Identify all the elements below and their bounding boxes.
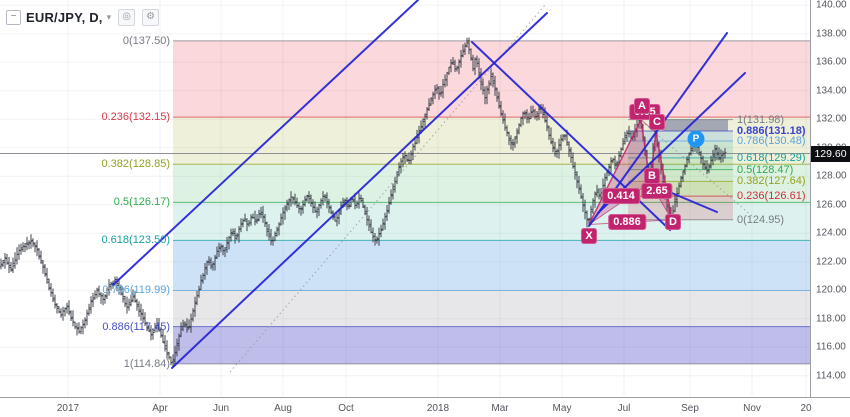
fib-level-label-main-0.5[interactable]: 0.5(126.17) bbox=[113, 196, 170, 209]
price-axis-label-118.00: 118.00 bbox=[816, 313, 846, 325]
price-axis-label-136.00: 136.00 bbox=[816, 56, 847, 68]
pattern-point-label-C[interactable]: C bbox=[649, 114, 665, 130]
price-axis-label-124.00: 124.00 bbox=[816, 227, 847, 239]
pattern-ratio-label-2.65[interactable]: 2.65 bbox=[641, 183, 673, 199]
time-axis-label-Apr: Apr bbox=[152, 403, 168, 414]
pattern-projection-marker[interactable]: P bbox=[687, 130, 705, 148]
symbol-header: − EUR/JPY, D, ▾ ◎ ⚙ bbox=[6, 9, 160, 26]
price-axis-label-116.00: 116.00 bbox=[816, 341, 846, 353]
fib-level-label-main-0.618[interactable]: 0.618(123.50) bbox=[101, 234, 171, 247]
time-axis[interactable] bbox=[0, 397, 850, 417]
time-axis-label-Sep: Sep bbox=[681, 403, 699, 414]
time-axis-label-2017: 2017 bbox=[56, 403, 80, 414]
dotted-trendlines[interactable] bbox=[229, 4, 753, 373]
price-axis-label-132.00: 132.00 bbox=[816, 113, 847, 125]
time-axis-label-20: 20 bbox=[800, 403, 812, 414]
pattern-point-label-D[interactable]: D bbox=[665, 214, 681, 230]
pattern-point-label-X[interactable]: X bbox=[581, 228, 597, 244]
fib-level-label-small-0.5[interactable]: 0.5(128.47) bbox=[737, 163, 794, 176]
fib-level-label-small-0.382[interactable]: 0.382(127.64) bbox=[737, 175, 806, 188]
price-axis-label-138.00: 138.00 bbox=[816, 28, 847, 40]
price-axis-label-114.00: 114.00 bbox=[816, 370, 846, 382]
prz-target-box[interactable] bbox=[663, 119, 728, 131]
price-axis-label-140.00: 140.00 bbox=[816, 0, 847, 11]
price-axis-label-122.00: 122.00 bbox=[816, 256, 847, 268]
pattern-point-label-A[interactable]: A bbox=[634, 98, 650, 114]
snapshot-icon[interactable]: ◎ bbox=[118, 9, 136, 26]
pattern-ratio-label-0.414[interactable]: 0.414 bbox=[602, 188, 640, 204]
fib-retracement-main[interactable] bbox=[173, 40, 810, 365]
fib-level-label-small-0.618[interactable]: 0.618(129.29) bbox=[737, 151, 806, 164]
time-axis-label-2018: 2018 bbox=[426, 403, 450, 414]
price-axis-label-134.00: 134.00 bbox=[816, 85, 847, 97]
price-axis-label-128.00: 128.00 bbox=[816, 170, 847, 182]
fib-level-label-small-0.236[interactable]: 0.236(126.61) bbox=[737, 190, 806, 203]
fib-level-label-main-0.382[interactable]: 0.382(128.85) bbox=[101, 158, 171, 171]
fib-level-label-small-1[interactable]: 1(131.98) bbox=[737, 113, 785, 126]
symbol-title[interactable]: EUR/JPY, D, bbox=[26, 10, 103, 25]
time-axis-label-Oct: Oct bbox=[338, 403, 354, 414]
price-axis-label-126.00: 126.00 bbox=[816, 199, 847, 211]
collapse-button[interactable]: − bbox=[6, 10, 21, 25]
time-axis-label-May: May bbox=[552, 403, 572, 414]
fib-level-label-small-0.886[interactable]: 0.886(131.18) bbox=[737, 124, 806, 137]
time-axis-label-Jun: Jun bbox=[212, 403, 230, 414]
gridlines bbox=[0, 0, 810, 396]
fib-level-label-main-0.886[interactable]: 0.886(117.45) bbox=[102, 320, 170, 333]
price-axis-label-120.00: 120.00 bbox=[816, 284, 847, 296]
fib-level-label-small-0.786[interactable]: 0.786(130.48) bbox=[737, 134, 806, 147]
fib-level-label-main-0.786[interactable]: 0.786(119.99) bbox=[102, 284, 170, 297]
pattern-ratio-label-0.886[interactable]: 0.886 bbox=[608, 214, 646, 230]
fib-level-label-main-0.236[interactable]: 0.236(132.15) bbox=[101, 111, 171, 124]
time-axis-label-Aug: Aug bbox=[274, 403, 292, 414]
time-axis-label-Nov: Nov bbox=[743, 403, 761, 414]
current-price-badge: 129.60 bbox=[811, 145, 850, 162]
fib-level-label-main-1[interactable]: 1(114.84) bbox=[123, 357, 170, 370]
time-axis-label-Mar: Mar bbox=[491, 403, 509, 414]
time-axis-label-Jul: Jul bbox=[617, 403, 631, 414]
pattern-point-label-B[interactable]: B bbox=[644, 168, 660, 184]
fib-level-label-main-0[interactable]: 0(137.50) bbox=[122, 34, 170, 47]
fib-level-label-small-0[interactable]: 0(124.95) bbox=[737, 213, 785, 226]
chevron-down-icon[interactable]: ▾ bbox=[106, 12, 112, 22]
settings-icon[interactable]: ⚙ bbox=[142, 9, 160, 26]
price-axis[interactable] bbox=[810, 0, 850, 397]
